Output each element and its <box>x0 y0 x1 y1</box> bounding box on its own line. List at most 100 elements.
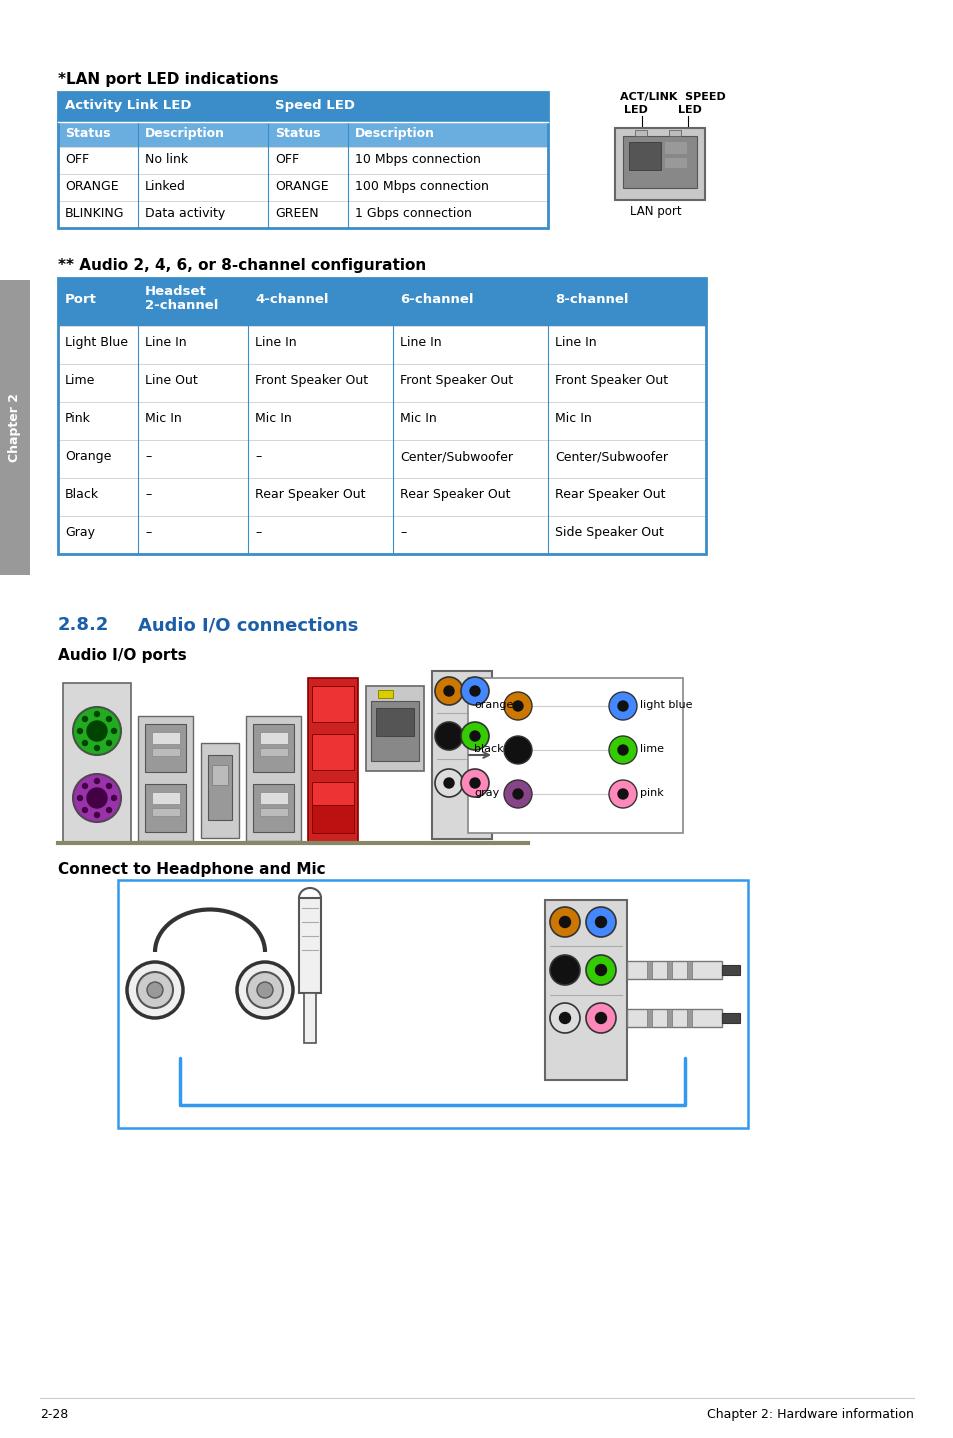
Bar <box>138 477 248 516</box>
Text: Gray: Gray <box>65 526 95 539</box>
Text: 8-channel: 8-channel <box>555 293 628 306</box>
Text: BLINKING: BLINKING <box>65 207 125 220</box>
Text: Line In: Line In <box>145 336 187 349</box>
Circle shape <box>460 677 489 705</box>
Circle shape <box>513 745 522 755</box>
Bar <box>622 137 697 188</box>
Bar <box>312 733 354 769</box>
Bar <box>393 516 547 554</box>
Circle shape <box>618 789 627 800</box>
Bar <box>468 677 682 833</box>
Bar <box>393 326 547 364</box>
Bar <box>268 201 348 229</box>
Circle shape <box>503 779 532 808</box>
Circle shape <box>608 692 637 720</box>
Circle shape <box>618 700 627 710</box>
Text: Port: Port <box>65 293 97 306</box>
Bar <box>246 716 301 841</box>
Circle shape <box>558 965 570 975</box>
Circle shape <box>82 741 88 745</box>
Bar <box>138 147 268 174</box>
Text: No link: No link <box>145 152 188 165</box>
Bar <box>58 326 138 364</box>
Text: black: black <box>474 743 503 754</box>
Bar <box>248 477 393 516</box>
Text: Pink: Pink <box>65 413 91 426</box>
Circle shape <box>77 795 82 801</box>
Circle shape <box>107 741 112 745</box>
Bar <box>393 440 547 477</box>
Circle shape <box>443 778 454 788</box>
Text: Rear Speaker Out: Rear Speaker Out <box>555 487 665 500</box>
Text: Speed LED: Speed LED <box>274 99 355 112</box>
Circle shape <box>82 808 88 812</box>
Bar <box>253 784 294 833</box>
Text: 6-channel: 6-channel <box>399 293 473 306</box>
Circle shape <box>94 745 99 751</box>
Text: Linked: Linked <box>145 180 186 193</box>
Bar <box>268 174 348 201</box>
Bar <box>138 364 248 403</box>
Bar <box>118 880 747 1127</box>
Bar <box>547 440 705 477</box>
Text: Black: Black <box>65 487 99 500</box>
Text: Mic In: Mic In <box>254 413 292 426</box>
Bar <box>375 707 414 736</box>
Bar <box>152 732 180 743</box>
Bar <box>666 1009 671 1027</box>
Text: Line In: Line In <box>399 336 441 349</box>
Text: LAN port: LAN port <box>629 206 680 219</box>
Bar <box>393 403 547 440</box>
Circle shape <box>550 907 579 938</box>
Bar <box>377 690 393 697</box>
Circle shape <box>147 982 163 998</box>
Text: Chapter 2: Chapter 2 <box>9 393 22 462</box>
Bar <box>152 808 180 815</box>
Text: 4-channel: 4-channel <box>254 293 328 306</box>
Circle shape <box>503 692 532 720</box>
Bar <box>138 174 268 201</box>
Text: ** Audio 2, 4, 6, or 8-channel configuration: ** Audio 2, 4, 6, or 8-channel configura… <box>58 257 426 273</box>
Circle shape <box>460 722 489 751</box>
Bar <box>547 364 705 403</box>
Bar <box>547 477 705 516</box>
Bar <box>686 1009 691 1027</box>
Bar <box>58 122 138 147</box>
Bar <box>138 403 248 440</box>
Text: 10 Mbps connection: 10 Mbps connection <box>355 152 480 165</box>
Bar <box>260 808 288 815</box>
Bar <box>58 278 705 554</box>
Text: OFF: OFF <box>274 152 299 165</box>
Text: –: – <box>145 487 152 500</box>
Circle shape <box>247 972 283 1008</box>
Bar <box>268 92 547 122</box>
Bar <box>58 201 138 229</box>
Circle shape <box>443 686 454 696</box>
Circle shape <box>256 982 273 998</box>
Text: –: – <box>254 526 261 539</box>
Bar <box>366 686 423 771</box>
Text: LED: LED <box>623 105 647 115</box>
Bar <box>152 748 180 756</box>
Circle shape <box>127 962 183 1018</box>
Circle shape <box>558 1012 570 1024</box>
Bar <box>547 516 705 554</box>
Text: orange: orange <box>474 700 513 710</box>
Bar <box>544 900 626 1080</box>
Text: Front Speaker Out: Front Speaker Out <box>254 374 368 387</box>
Bar <box>371 700 418 761</box>
Circle shape <box>550 1002 579 1032</box>
Bar <box>248 326 393 364</box>
Bar <box>212 765 228 785</box>
Bar <box>628 142 660 170</box>
Bar <box>666 961 671 979</box>
Text: Front Speaker Out: Front Speaker Out <box>555 374 667 387</box>
Text: Status: Status <box>65 127 111 139</box>
Circle shape <box>550 955 579 985</box>
Bar <box>58 440 138 477</box>
Bar <box>260 748 288 756</box>
Bar <box>348 122 547 147</box>
Text: Side Speaker Out: Side Speaker Out <box>555 526 663 539</box>
Circle shape <box>435 677 462 705</box>
Text: –: – <box>254 450 261 463</box>
